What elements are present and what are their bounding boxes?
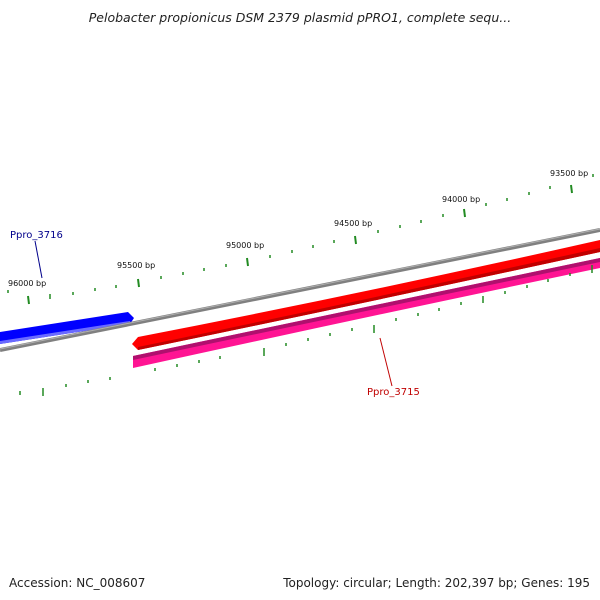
map-title: Pelobacter propionicus DSM 2379 plasmid … [88,10,512,25]
tick-label-94500: 94500 bp [334,219,372,228]
tick-label-94000: 94000 bp [442,195,480,204]
gene-ppro-3716[interactable] [0,312,134,344]
outer-tick-ring [7,174,594,299]
gene-ppro-3715[interactable] [132,240,600,350]
tick-labels: 96000 bp 95500 bp 95000 bp 94500 bp 9400… [8,169,588,288]
inner-tick-ring [19,265,593,396]
gene-label-ppro-3716[interactable]: Ppro_3716 [10,230,63,279]
accession-value: NC_008607 [76,576,146,590]
major-tick-93500 [570,184,573,194]
sequence-summary: Topology: circular; Length: 202,397 bp; … [283,576,590,590]
tick-label-93500: 93500 bp [550,169,588,178]
major-tick-94500 [354,235,357,245]
length-value: 202,397 bp; [444,576,518,590]
topology-label: Topology: [283,576,340,590]
genes-value: 195 [567,576,590,590]
major-tick-94000 [463,208,466,218]
svg-text:Ppro_3716: Ppro_3716 [10,230,63,241]
genes-label: Genes: [521,576,564,590]
tick-label-96000: 96000 bp [8,279,46,288]
accession-line: Accession: NC_008607 [9,576,145,590]
svg-text:Ppro_3715: Ppro_3715 [367,387,420,398]
length-label: Length: [395,576,441,590]
tick-label-95500: 95500 bp [117,261,155,270]
major-tick-95000 [246,257,249,267]
tick-label-95000: 95000 bp [226,241,264,250]
major-tick-96000 [27,295,30,305]
topology-value: circular; [343,576,392,590]
accession-label: Accession: [9,576,73,590]
gene-label-ppro-3715[interactable]: Ppro_3715 [367,337,420,398]
backbone-ring [0,228,600,352]
outer-major-ticks [27,184,573,305]
major-tick-95500 [137,278,140,288]
reverse-cds-track [133,258,600,368]
